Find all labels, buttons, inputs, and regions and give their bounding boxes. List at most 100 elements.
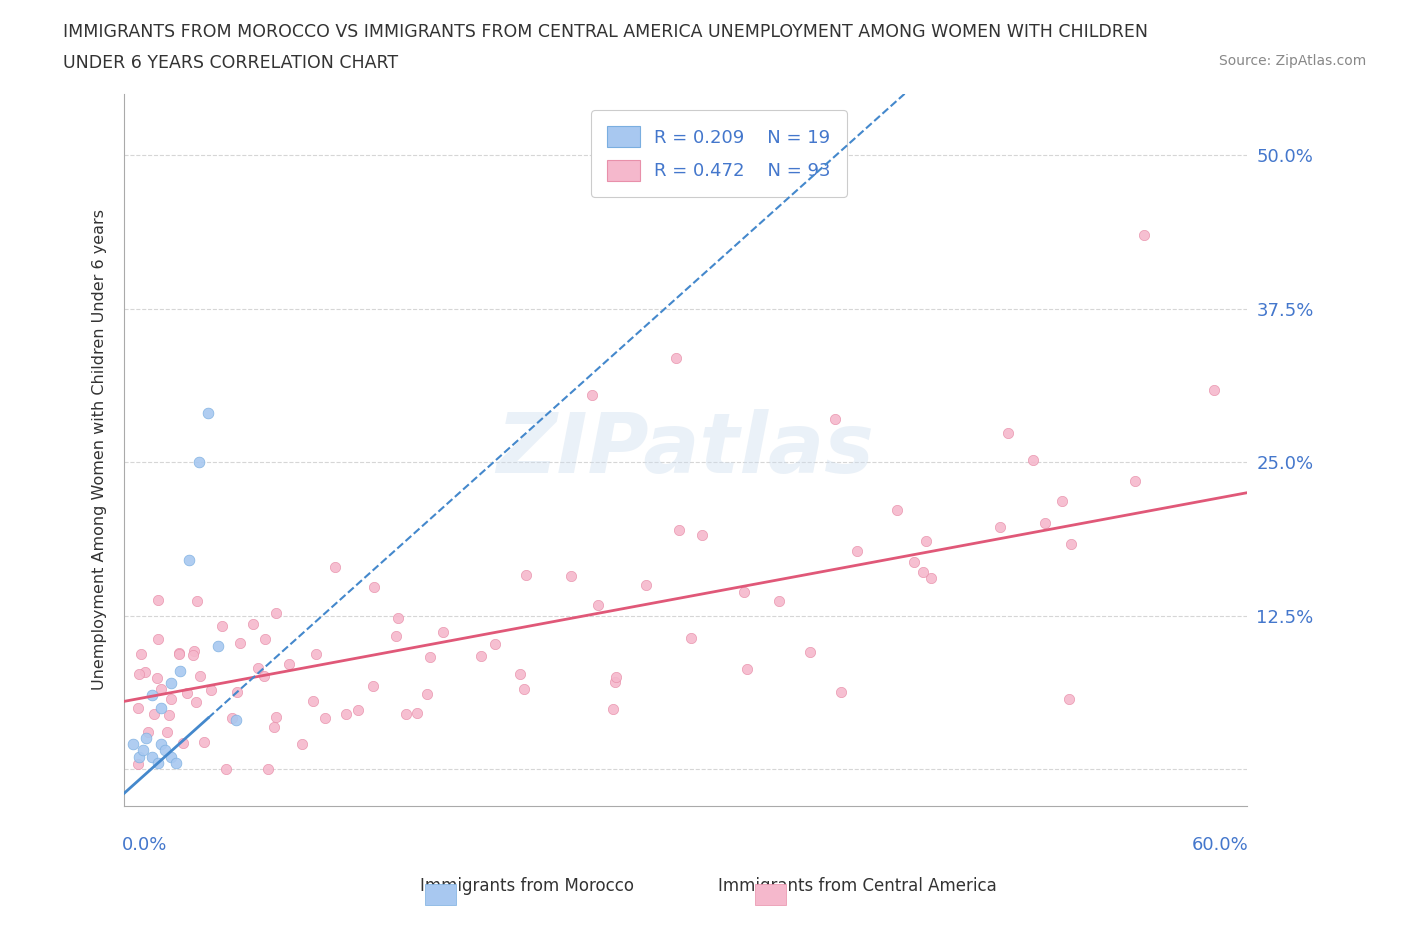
Point (634, 578, 657, 592)
Point (159, 750, 181, 764)
Point (148, 631, 170, 646)
Point (153, 743, 176, 758)
Point (886, 502, 908, 517)
Point (134, 664, 156, 679)
Point (186, 695, 208, 710)
Text: IMMIGRANTS FROM MOROCCO VS IMMIGRANTS FROM CENTRAL AMERICA UNEMPLOYMENT AMONG WO: IMMIGRANTS FROM MOROCCO VS IMMIGRANTS FR… (63, 23, 1149, 41)
Point (187, 455, 209, 470)
Point (146, 671, 169, 685)
Point (160, 691, 183, 706)
Point (824, 412, 846, 427)
Point (915, 534, 938, 549)
Point (254, 631, 277, 646)
Point (588, 598, 610, 613)
Point (131, 743, 153, 758)
Point (515, 567, 537, 582)
Point (150, 700, 173, 715)
Point (581, 387, 603, 402)
Point (197, 405, 219, 420)
Point (169, 646, 191, 661)
Point (179, 552, 201, 567)
Point (1033, 515, 1056, 530)
Point (1059, 537, 1081, 551)
Point (385, 629, 408, 644)
Point (470, 649, 492, 664)
Point (690, 528, 713, 543)
Point (291, 737, 314, 751)
Point (207, 639, 229, 654)
Point (157, 708, 180, 723)
Point (226, 685, 249, 700)
Point (264, 605, 287, 620)
Point (221, 711, 243, 725)
Point (416, 686, 439, 701)
Legend: R = 0.209    N = 19, R = 0.472    N = 93: R = 0.209 N = 19, R = 0.472 N = 93 (591, 110, 846, 197)
Point (509, 667, 531, 682)
Point (1021, 453, 1043, 468)
Point (159, 675, 181, 690)
Point (242, 617, 264, 631)
Point (176, 686, 198, 701)
Point (183, 644, 205, 659)
Point (603, 675, 626, 690)
Point (733, 585, 755, 600)
Point (128, 667, 150, 682)
Point (181, 648, 204, 663)
Point (997, 426, 1019, 441)
Point (314, 711, 336, 725)
Text: Source: ZipAtlas.com: Source: ZipAtlas.com (1219, 54, 1367, 68)
Point (142, 707, 165, 722)
Text: ZIPatlas: ZIPatlas (496, 409, 875, 490)
Point (128, 750, 150, 764)
Point (150, 737, 173, 751)
Point (395, 707, 418, 722)
Point (347, 702, 370, 717)
Point (920, 571, 942, 586)
Point (361, 678, 384, 693)
Point (146, 592, 169, 607)
Point (363, 580, 385, 595)
Point (830, 684, 852, 699)
Point (1059, 691, 1081, 706)
Point (129, 646, 152, 661)
Point (406, 706, 429, 721)
Point (186, 594, 208, 609)
Text: UNDER 6 YEARS CORRELATION CHART: UNDER 6 YEARS CORRELATION CHART (63, 54, 398, 72)
Point (141, 750, 163, 764)
Point (903, 554, 925, 569)
Point (167, 645, 190, 660)
Point (146, 755, 169, 770)
Point (323, 560, 346, 575)
Text: Immigrants from Morocco: Immigrants from Morocco (420, 877, 634, 895)
Point (169, 663, 191, 678)
Point (247, 660, 270, 675)
Point (127, 700, 149, 715)
Point (172, 735, 194, 750)
Point (302, 694, 325, 709)
Text: 0.0%: 0.0% (122, 836, 167, 855)
Point (735, 661, 758, 676)
Point (136, 724, 159, 739)
Point (799, 644, 821, 659)
Point (156, 725, 179, 740)
Point (768, 593, 790, 608)
Point (211, 618, 233, 633)
Point (484, 637, 506, 652)
Point (305, 646, 328, 661)
Point (912, 565, 935, 579)
Point (988, 519, 1011, 534)
Point (513, 681, 536, 696)
Point (432, 625, 454, 640)
Point (602, 701, 624, 716)
Point (1132, 228, 1154, 243)
Point (1202, 382, 1225, 397)
Point (257, 762, 280, 777)
Point (1123, 474, 1146, 489)
Point (141, 688, 163, 703)
Point (193, 735, 215, 750)
Point (200, 683, 222, 698)
Point (419, 649, 441, 664)
Point (605, 670, 627, 684)
Point (665, 351, 688, 365)
Point (135, 731, 157, 746)
